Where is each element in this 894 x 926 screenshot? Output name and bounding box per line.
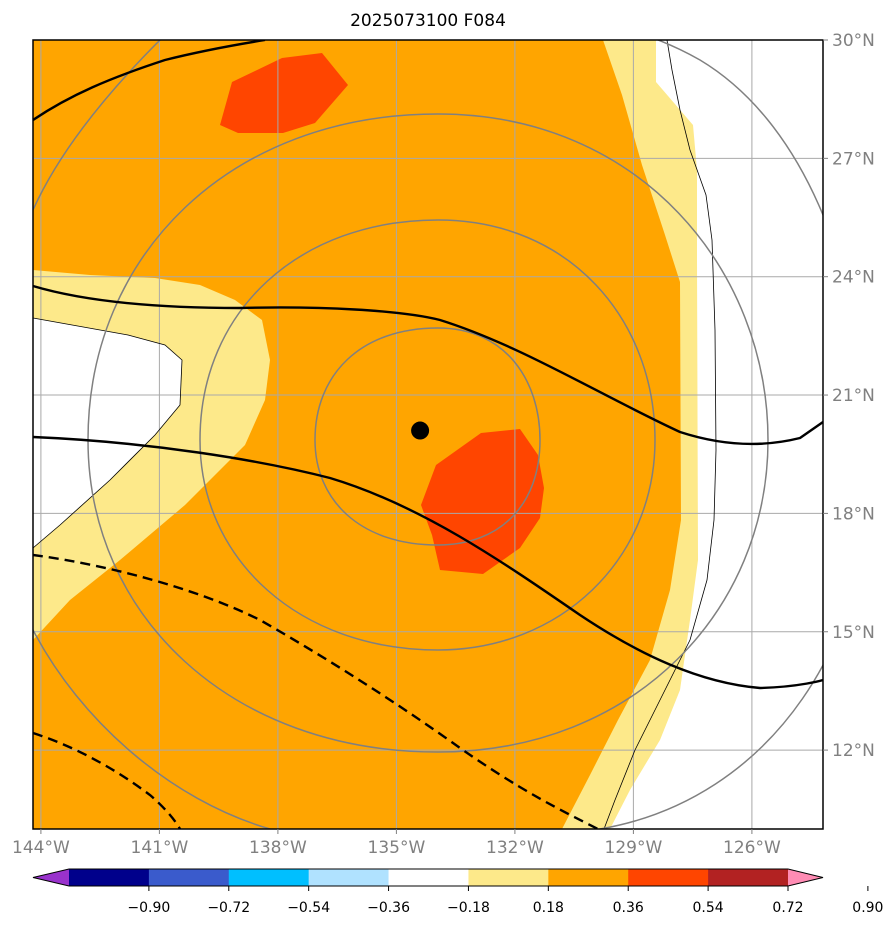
coastline-west [33,317,183,549]
latitude-tick-label: 30°N [832,31,875,51]
colorbar-tick-label: −0.18 [447,900,490,916]
colorbar-tick-label: −0.54 [287,900,330,916]
colorbar-tick-label: −0.90 [127,900,170,916]
latitude-tick-labels: 30°N 27°N 24°N 21°N 18°N 15°N 12°N [823,31,875,761]
range-ring-4-left [33,40,161,211]
latitude-tick-label: 18°N [832,504,875,524]
latitude-tick-label: 27°N [832,149,875,169]
field-fill-072-090-center [421,429,544,574]
colorbar: −0.90 −0.72 −0.54 −0.36 −0.18 0.18 0.36 0.54 0.7… [32,868,883,916]
colorbar-extend-low [33,869,69,886]
contour-dashed-1 [33,553,599,829]
colorbar-tick-label: −0.36 [367,900,410,916]
contour-lines [33,40,823,829]
map-area [33,40,823,829]
colorbar-tick-label: 0.90 [852,900,883,916]
colorbar-segment [69,869,150,886]
contour-middle [33,435,823,690]
colorbar-tick-label: 0.18 [533,900,564,916]
colorbar-segment [468,869,549,886]
field-blank-left [33,318,182,548]
colorbar-segment [548,869,629,886]
longitude-tick-label: 132°W [486,838,544,858]
coastline-east [603,40,717,829]
range-ring-3 [87,113,769,753]
latitude-tick-label: 24°N [832,268,875,288]
range-ring-1 [314,327,541,546]
colorbar-tick-label: 0.54 [693,900,724,916]
longitude-tick-label: 135°W [368,838,426,858]
longitude-tick-label: 144°W [12,838,70,858]
plot-title: 2025073100 F084 [350,11,506,31]
longitude-tick-label: 126°W [723,838,781,858]
colorbar-segment [308,869,390,886]
latitude-tick-label: 21°N [832,386,875,406]
colorbar-segment [148,869,230,886]
gridlines [33,40,823,829]
contour-upper [33,284,823,446]
longitude-tick-labels: 144°W 141°W 138°W 135°W 132°W 129°W 126°W [12,829,781,858]
longitude-tick-label: 141°W [131,838,189,858]
contour-north [33,40,266,121]
colorbar-segment [628,869,709,886]
range-ring-2 [199,219,656,651]
range-ring-4 [160,40,823,829]
colorbar-tick-label: −0.72 [207,900,250,916]
map-frame [32,39,824,830]
contour-dashed-2 [33,731,182,829]
field-fill-072-090-north [220,53,348,133]
colorbar-segment [228,869,310,886]
colorbar-segment [388,869,469,886]
colorbar-tick-label: 0.36 [613,900,644,916]
latitude-tick-label: 15°N [832,623,875,643]
latitude-tick-label: 12°N [832,741,875,761]
range-rings [33,40,823,829]
colorbar-extend-high [788,869,823,886]
longitude-tick-label: 138°W [249,838,307,858]
colorbar-outline [32,868,824,887]
colorbar-tick-label: 0.72 [772,900,803,916]
longitude-tick-label: 129°W [605,838,663,858]
storm-center-marker [411,421,430,440]
range-ring-4-left-lower [33,629,271,829]
colorbar-segment [708,869,789,886]
